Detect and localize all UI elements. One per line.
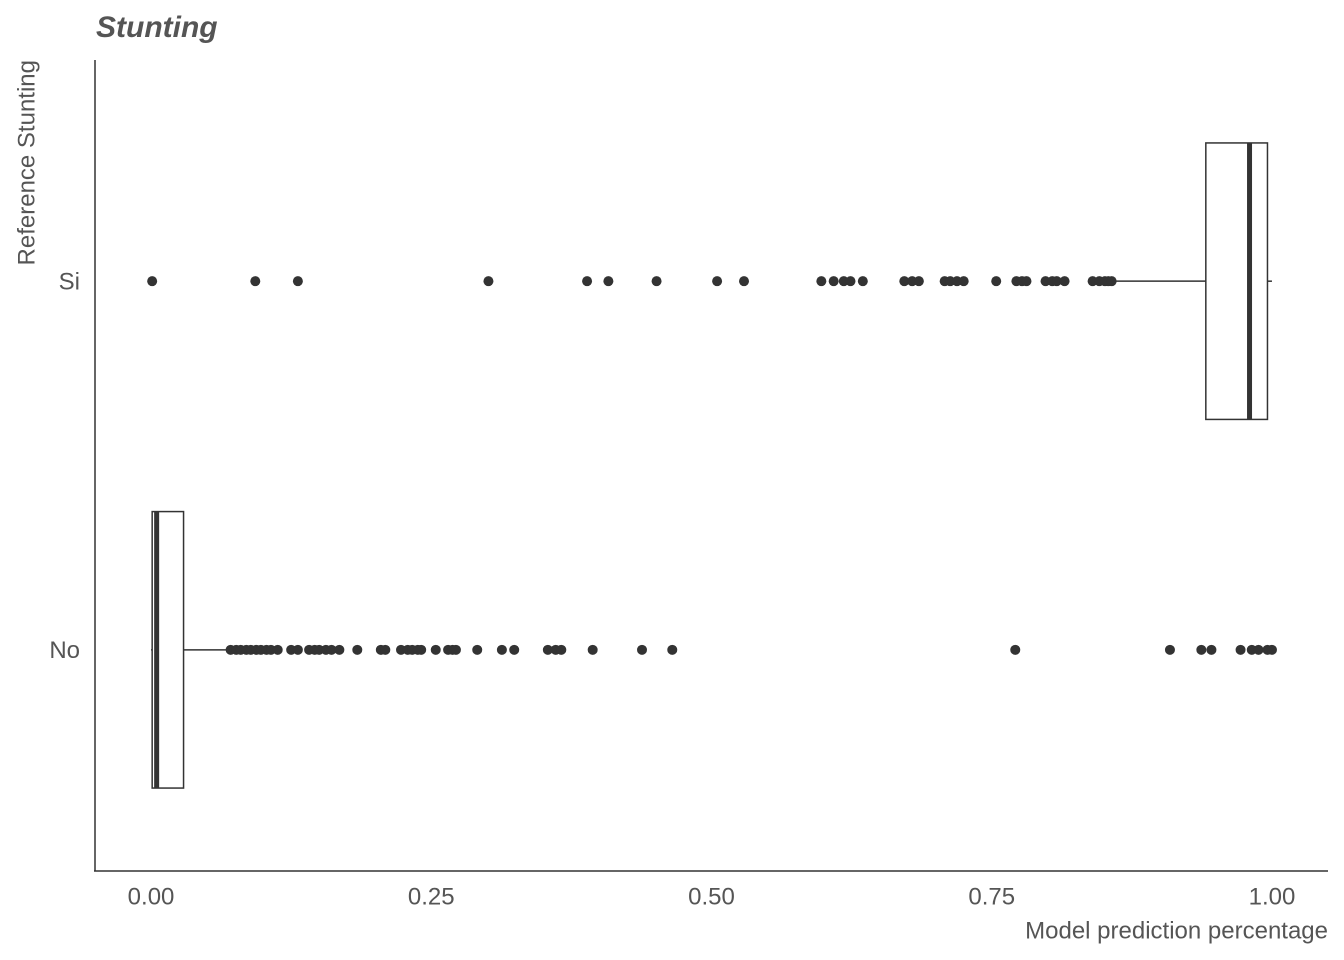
outlier (1266, 644, 1277, 655)
outlier (587, 644, 598, 655)
outlier (845, 276, 856, 287)
outlier (483, 276, 494, 287)
outlier (292, 276, 303, 287)
box (1205, 142, 1269, 421)
outlier (637, 644, 648, 655)
outlier (1021, 276, 1032, 287)
x-tick-label: 0.00 (128, 883, 175, 910)
outlier (542, 644, 553, 655)
outlier (739, 276, 750, 287)
outlier (667, 644, 678, 655)
outlier (1059, 276, 1070, 287)
outlier (1010, 644, 1021, 655)
outlier (416, 644, 427, 655)
outlier (1164, 644, 1175, 655)
outlier (326, 644, 337, 655)
outlier (712, 276, 723, 287)
outlier (1051, 276, 1062, 287)
outlier (430, 644, 441, 655)
outlier (651, 276, 662, 287)
x-tick-label: 0.75 (968, 883, 1015, 910)
outlier (380, 644, 391, 655)
outlier (352, 644, 363, 655)
x-tick-label: 1.00 (1249, 883, 1296, 910)
x-tick-label: 0.50 (688, 883, 735, 910)
outlier (816, 276, 827, 287)
outlier (496, 644, 507, 655)
y-axis-label: Reference Stunting (13, 60, 40, 265)
outlier (272, 644, 283, 655)
x-axis-label: Model prediction percentage (1025, 917, 1328, 944)
outlier (334, 644, 345, 655)
outlier (899, 276, 910, 287)
chart-title: Stunting (96, 11, 218, 44)
outlier (509, 644, 520, 655)
outlier (1206, 644, 1217, 655)
y-tick-label: Si (59, 269, 80, 296)
outlier (472, 644, 483, 655)
outlier (1196, 644, 1207, 655)
outlier (147, 276, 158, 287)
outlier (1235, 644, 1246, 655)
outlier (913, 276, 924, 287)
outlier (857, 276, 868, 287)
outlier (582, 276, 593, 287)
y-tick-label: No (49, 637, 80, 664)
outlier (556, 644, 567, 655)
outlier (292, 644, 303, 655)
outlier (450, 644, 461, 655)
outlier (958, 276, 969, 287)
outlier (250, 276, 261, 287)
outlier (1106, 276, 1117, 287)
outlier (603, 276, 614, 287)
x-tick-label: 0.25 (408, 883, 455, 910)
outlier (991, 276, 1002, 287)
outlier (828, 276, 839, 287)
outlier (1253, 644, 1264, 655)
